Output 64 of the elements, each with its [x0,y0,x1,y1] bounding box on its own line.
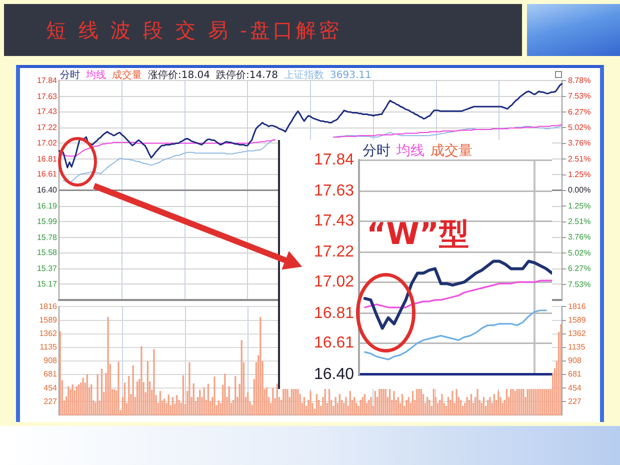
y2-tick-label: 6.27% [568,264,591,274]
y-tick-label: 17.22 [36,123,58,132]
annotation: 成交量 [430,143,472,160]
y-tick-label: 1589 [39,315,58,324]
y-tick-label: 17.02 [313,273,354,290]
text: 上证指数 [284,69,324,82]
y2-tick-label: 7.53% [568,280,591,289]
annotation: 跌停价:14.78 [216,69,278,82]
y-tick-label: 908 [44,356,58,366]
y-tick-label: 1362 [39,329,58,338]
y-tick-label: 1135 [40,342,58,352]
y-tick-label: 16.61 [313,334,354,352]
y2-tick-label: 2.51% [568,217,591,226]
y2-tick-label: 0.00% [568,186,591,195]
y2-tick-label: 681 [568,370,582,379]
y-tick-label: 16.61 [36,170,58,179]
y-tick-label: 681 [44,370,58,379]
y2-tick-label: 8.78% [568,76,591,85]
y2-tick-label: 6.27% [568,107,591,116]
y-tick-label: 17.02 [36,138,58,148]
y-tick-label: 17.43 [36,107,58,116]
y-tick-label: 1816 [39,302,58,311]
y-tick-label: 16.40 [36,186,58,195]
y2-tick-label: 1135 [568,342,586,352]
y-tick-label: 15.58 [36,248,58,258]
y-tick-label: 227 [44,396,58,406]
y2-tick-label: 1816 [568,302,586,311]
y-tick-label: 17.84 [313,151,354,168]
annotation: 3693.11 [330,69,372,82]
y-tick-label: 15.78 [36,232,58,242]
y2-tick-label: 5.02% [568,122,591,132]
y-tick-label: 17.22 [313,244,354,261]
text: 均线 [396,143,424,160]
y-tick-label: 17.63 [36,92,58,101]
y-tick-label: 16.81 [313,304,354,322]
y2-tick-label: 1.25% [568,201,591,210]
annotation: 涨停价:18.04 [148,69,210,82]
y-tick-label: 17.63 [313,182,354,200]
y2-tick-label: 2.51% [568,154,591,164]
text: 分时 [60,69,80,82]
y2-tick-label: 908 [568,356,582,366]
y2-tick-label: 5.02% [568,248,591,258]
y2-tick-label: 7.53% [568,92,591,101]
y-tick-label: 16.19 [36,202,58,211]
y2-tick-label: 1589 [568,315,586,324]
annotation: “W”型 [366,217,470,252]
annotation: 成交量 [112,69,142,82]
y-tick-label: 15.17 [36,279,58,288]
y-tick-label: 15.99 [36,216,58,226]
y2-tick-label: 1362 [568,329,586,338]
text: 分时 [362,143,390,160]
y-tick-label: 17.43 [313,212,354,230]
y-tick-label: 17.84 [36,76,58,85]
y-tick-label: 16.40 [313,366,354,383]
y2-tick-label: 1.25% [568,170,591,180]
y2-tick-label: 3.76% [568,138,591,148]
chart-title: 短 线 波 段 交 易 -盘口解密 [46,17,342,43]
text: 均线 [86,69,106,82]
y2-tick-label: 454 [568,383,582,392]
y-tick-label: 15.37 [36,264,58,274]
y2-tick-label: 227 [568,396,582,406]
y-tick-label: 454 [44,383,58,392]
y2-tick-label: 3.76% [568,232,591,242]
y-tick-label: 16.81 [36,154,58,164]
